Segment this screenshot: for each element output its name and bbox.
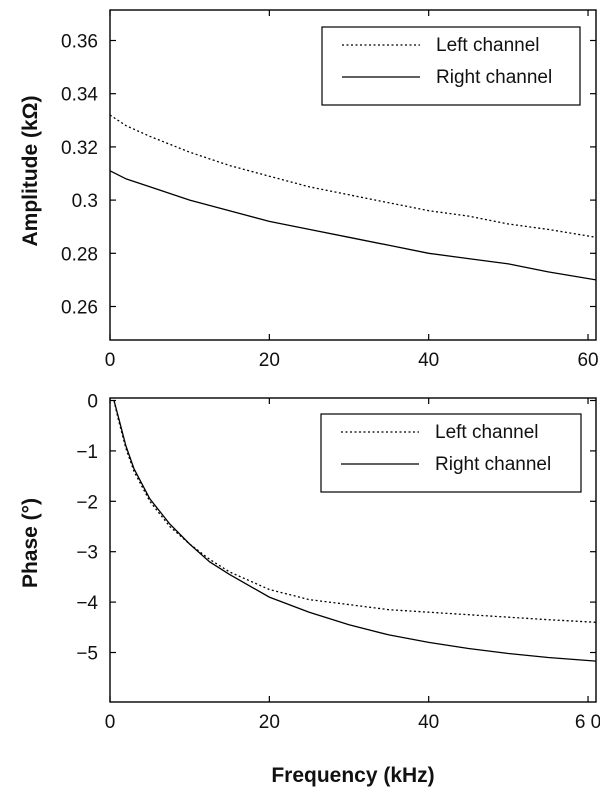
plot-area-frame [109, 9, 597, 341]
y-axis-label: Amplitude (kΩ) [19, 96, 42, 247]
y-tick-label: 0.34 [61, 85, 98, 106]
y-tick-label: −3 [76, 543, 98, 564]
legend-label: Right channel [435, 454, 551, 475]
series-line-left-channel [110, 114, 596, 238]
legend-label: Left channel [436, 35, 540, 56]
y-tick-label: −1 [76, 442, 98, 463]
x-tick-label: 40 [418, 350, 439, 371]
series-line-left-channel [113, 400, 596, 623]
chart-panel-2: 0 20 40 6 0 0 −1 −2 −3 −4 −5 Phase (°) Frequency (k… [19, 392, 600, 788]
x-tick-label: 20 [259, 350, 280, 371]
x-tick-label: 0 [105, 712, 116, 733]
x-tick-label: 20 [259, 712, 280, 733]
y-tick-label: 0.26 [61, 298, 98, 319]
series-line-right-channel [113, 400, 596, 662]
legend: Left channel Right channel [320, 413, 582, 493]
plot-area-frame [109, 397, 597, 703]
legend-box [320, 413, 582, 493]
y-tick-label: −2 [76, 492, 98, 513]
y-tick-label: 0 [87, 392, 98, 413]
y-tick-label: 0.32 [61, 138, 98, 159]
legend: Left channel Right channel [321, 26, 581, 106]
legend-label: Right channel [436, 67, 552, 88]
y-tick-label: −4 [76, 593, 98, 614]
chart-panel-1: 0 20 40 60 0.26 0.28 0.3 0.32 0.34 0.36 Amplitude … [19, 9, 599, 371]
x-axis-label: Frequency (kHz) [271, 764, 434, 787]
legend-label: Left channel [435, 422, 539, 443]
y-tick-label: 0.28 [61, 244, 98, 265]
y-tick-label: −5 [76, 644, 98, 665]
x-tick-label: 0 [105, 350, 116, 371]
y-tick-label: 0.3 [72, 191, 98, 212]
x-tick-label: 6 0 [575, 712, 600, 733]
x-tick-label: 60 [577, 350, 598, 371]
legend-box [321, 26, 581, 106]
x-tick-label: 40 [418, 712, 439, 733]
y-tick-label: 0.36 [61, 32, 98, 53]
series-line-right-channel [110, 170, 596, 281]
y-axis-label: Phase (°) [19, 498, 42, 588]
